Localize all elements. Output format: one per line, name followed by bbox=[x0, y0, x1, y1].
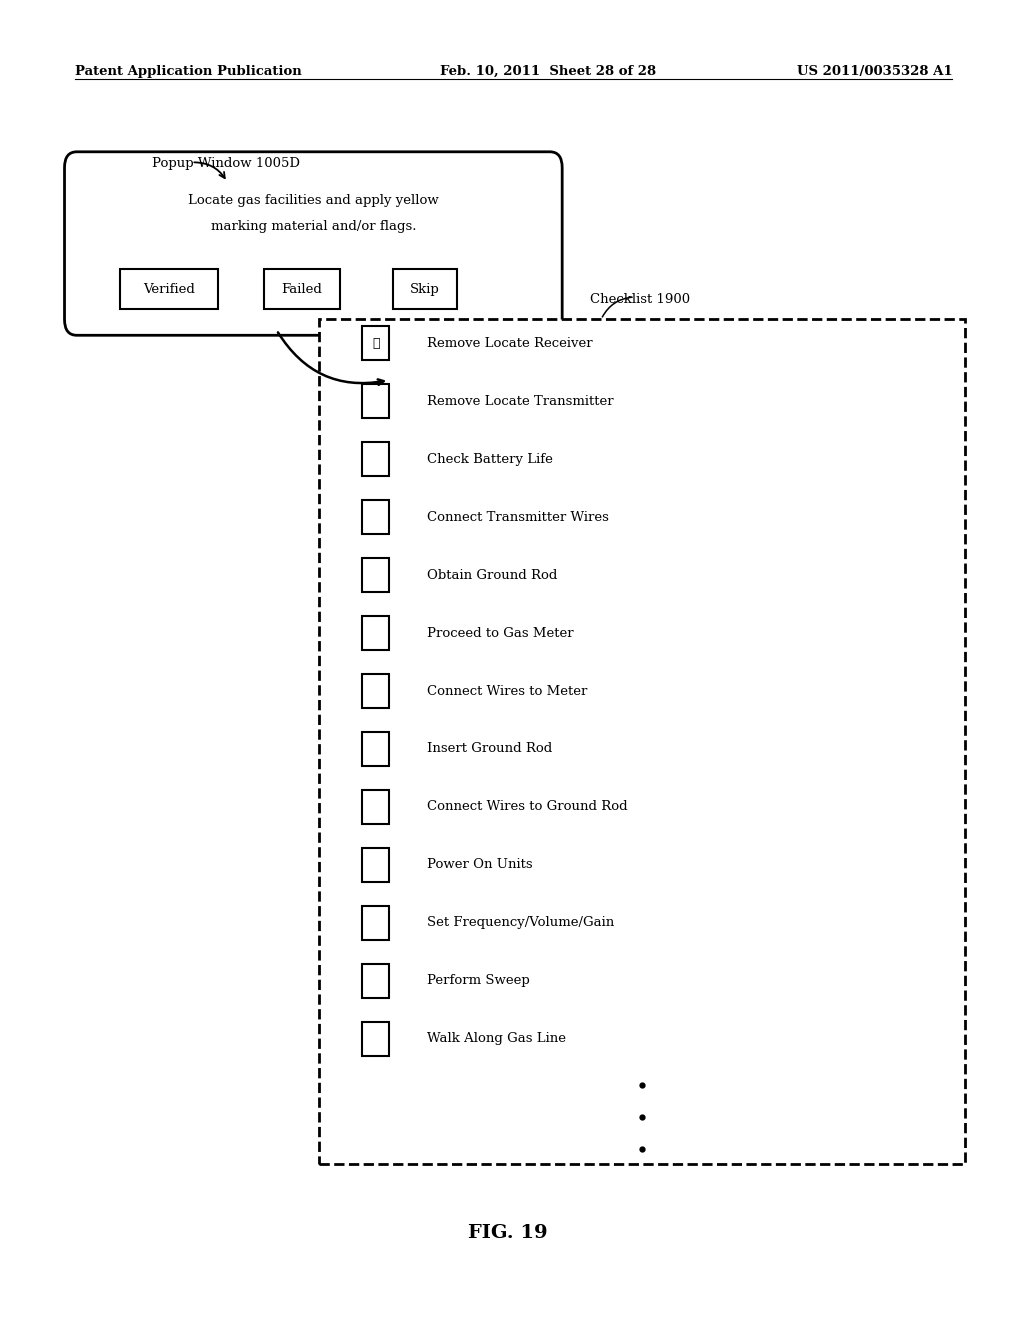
Text: Popup Window 1005D: Popup Window 1005D bbox=[152, 157, 300, 170]
Text: Obtain Ground Rod: Obtain Ground Rod bbox=[427, 569, 557, 582]
Text: Perform Sweep: Perform Sweep bbox=[427, 974, 529, 987]
Bar bbox=[362, 500, 389, 535]
Bar bbox=[362, 731, 389, 766]
Text: Walk Along Gas Line: Walk Along Gas Line bbox=[427, 1032, 566, 1045]
Text: ✓: ✓ bbox=[372, 337, 380, 350]
Bar bbox=[362, 964, 389, 998]
Bar bbox=[362, 906, 389, 940]
Bar bbox=[362, 442, 389, 477]
Bar bbox=[319, 319, 965, 1164]
Text: Connect Transmitter Wires: Connect Transmitter Wires bbox=[427, 511, 609, 524]
Bar bbox=[362, 616, 389, 651]
Bar bbox=[362, 673, 389, 708]
Text: Feb. 10, 2011  Sheet 28 of 28: Feb. 10, 2011 Sheet 28 of 28 bbox=[440, 65, 656, 78]
Text: Skip: Skip bbox=[410, 282, 440, 296]
FancyBboxPatch shape bbox=[264, 269, 340, 309]
Text: Failed: Failed bbox=[282, 282, 323, 296]
Text: Verified: Verified bbox=[143, 282, 195, 296]
Bar bbox=[362, 384, 389, 418]
Text: Proceed to Gas Meter: Proceed to Gas Meter bbox=[427, 627, 573, 640]
Text: Insert Ground Rod: Insert Ground Rod bbox=[427, 742, 552, 755]
Bar bbox=[362, 1022, 389, 1056]
Text: Set Frequency/Volume/Gain: Set Frequency/Volume/Gain bbox=[427, 916, 614, 929]
Text: US 2011/0035328 A1: US 2011/0035328 A1 bbox=[797, 65, 952, 78]
Text: Connect Wires to Meter: Connect Wires to Meter bbox=[427, 685, 588, 697]
Bar bbox=[362, 558, 389, 593]
Text: marking material and/or flags.: marking material and/or flags. bbox=[211, 220, 416, 234]
FancyBboxPatch shape bbox=[65, 152, 562, 335]
Bar bbox=[362, 326, 389, 360]
Text: Power On Units: Power On Units bbox=[427, 858, 532, 871]
Text: Check Battery Life: Check Battery Life bbox=[427, 453, 553, 466]
Text: Patent Application Publication: Patent Application Publication bbox=[75, 65, 301, 78]
Bar bbox=[362, 847, 389, 882]
FancyBboxPatch shape bbox=[120, 269, 217, 309]
Text: Remove Locate Transmitter: Remove Locate Transmitter bbox=[427, 395, 613, 408]
Text: Checklist 1900: Checklist 1900 bbox=[590, 293, 690, 306]
FancyBboxPatch shape bbox=[393, 269, 457, 309]
Text: FIG. 19: FIG. 19 bbox=[468, 1224, 548, 1242]
Bar bbox=[362, 789, 389, 824]
Text: Remove Locate Receiver: Remove Locate Receiver bbox=[427, 337, 593, 350]
Text: Locate gas facilities and apply yellow: Locate gas facilities and apply yellow bbox=[188, 194, 438, 207]
Text: Connect Wires to Ground Rod: Connect Wires to Ground Rod bbox=[427, 800, 628, 813]
